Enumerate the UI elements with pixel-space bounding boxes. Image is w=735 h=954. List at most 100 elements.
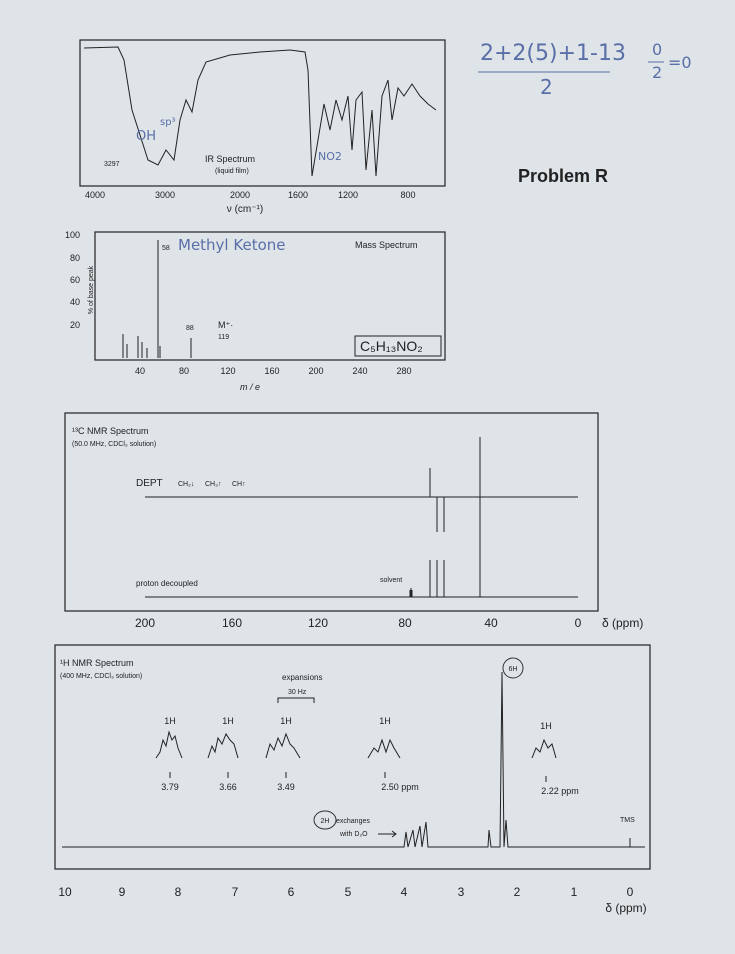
expansions-label: expansions [282,673,322,682]
c13-x-ticks: 200 160 120 80 40 0 [135,616,582,630]
formula-box [354,335,442,357]
exchange-int: 2H [321,818,330,825]
h1-tick: 6 [288,885,295,899]
h1-tick: 10 [58,885,72,899]
mass-y-tick: 60 [70,275,80,285]
tms-label: TMS [620,817,635,824]
mass-x-label: m / e [240,382,260,392]
hw-denominator: 2 [540,75,553,99]
h1-tick: 3 [458,885,465,899]
ir-tick: 2000 [230,190,250,200]
mass-88-label: 88 [186,325,194,332]
c13-tick: 80 [398,616,412,630]
mult-int: 1H [222,716,234,726]
c13-trace [145,437,578,598]
mass-m-mass: 119 [218,334,229,341]
mass-base-label: 58 [162,245,170,252]
mult-shift: 3.66 [219,782,237,792]
mult-int: 1H [280,716,292,726]
hw-num: 0 [652,40,662,59]
dept-ch: CH↑ [232,481,246,488]
mult-int: 1H [540,721,552,731]
c13-x-label: δ (ppm) [602,616,643,630]
c13-tick: 0 [575,616,582,630]
h1-tick: 7 [232,885,239,899]
problem-title: Problem R [518,166,608,186]
scale-bar [277,697,315,703]
mass-x-tick: 80 [179,366,189,376]
exchange-2: with D₂O [339,831,368,838]
mass-formula: C₅H₁₃NO₂ [360,338,423,354]
ir-frame [79,39,446,187]
ir-tick: 1600 [288,190,308,200]
c13-subtitle: (50.0 MHz, CDCl₃ solution) [72,441,156,448]
ir-x-label: ν (cm⁻¹) [227,204,263,215]
mass-title: Mass Spectrum [355,240,418,250]
h1-tick: 5 [345,885,352,899]
mass-x-tick: 240 [352,366,367,376]
expansion-ticks [169,772,547,782]
big-peak-label: 6H [509,666,518,673]
mass-y-tick: 40 [70,297,80,307]
h1-x-label: δ (ppm) [605,901,646,915]
expansion-traces [155,730,557,759]
c13-title: ¹³C NMR Spectrum [72,426,149,436]
hw-result: =0 [668,53,692,72]
ir-tick: 800 [400,190,415,200]
c13-tick: 160 [222,616,242,630]
mass-x-tick: 120 [220,366,235,376]
dept-trace [145,437,578,532]
mass-y-tick: 100 [65,230,80,240]
ir-peak-label: 3297 [104,161,120,168]
ir-tick: 1200 [338,190,358,200]
decoupled-label: proton decoupled [136,579,198,588]
mult-shift: 2.50 ppm [381,782,419,792]
h1-x-ticks: 10 9 8 7 6 5 4 3 2 1 0 δ (ppm) [58,885,646,915]
mult-shift: 3.49 [277,782,295,792]
c13-tick: 120 [308,616,328,630]
dept-ch3: CH₃↑ [205,481,221,488]
ir-tick: 3000 [155,190,175,200]
mult-int: 1H [379,716,391,726]
exchange-1: exchanges [336,818,370,825]
ir-trace [83,46,437,177]
h1-frame [54,644,651,870]
h1-title: ¹H NMR Spectrum [60,658,134,668]
c13-frame [64,412,599,612]
mass-x-ticks: 40 80 120 160 200 240 280 m / e [135,366,412,392]
mass-y-label: % of base peak [88,265,95,314]
mass-frame [94,231,446,361]
hw-formula: 2+2(5)+1-13 [480,41,626,66]
mult-shift: 3.79 [161,782,179,792]
hw-sp3: sp³ [160,117,176,128]
ir-x-ticks: 4000 3000 2000 1600 1200 800 ν (cm⁻¹) [85,190,416,215]
dept-label: DEPT [136,478,163,489]
ir-tick: 4000 [85,190,105,200]
exchange-arrow [378,830,397,838]
circle-6h [502,657,524,679]
mult-shift: 2.22 ppm [541,786,579,796]
h1-tick: 1 [571,885,578,899]
c13-tick: 200 [135,616,155,630]
mass-m-label: M⁺· [218,320,233,330]
mass-y-tick: 20 [70,320,80,330]
h1-subtitle: (400 MHz, CDCl₃ solution) [60,673,142,680]
hw-den: 2 [652,63,662,82]
mass-x-tick: 160 [264,366,279,376]
mass-y-tick: 80 [70,253,80,263]
h1-tick: 9 [119,885,126,899]
mass-x-tick: 280 [396,366,411,376]
h1-trace [62,671,645,848]
h1-tick: 8 [175,885,182,899]
circle-2h [313,810,337,830]
hw-oh: OH [136,129,156,144]
hw-no2: NO2 [318,150,342,163]
c13-tick: 40 [484,616,498,630]
mass-y-ticks: 100 80 60 40 20 [65,230,80,330]
multiplets: 1H 3.79 1H 3.66 1H 3.49 1H 2.50 ppm 1H 2… [161,716,579,796]
dept-ch2: CH₂↓ [178,481,194,488]
